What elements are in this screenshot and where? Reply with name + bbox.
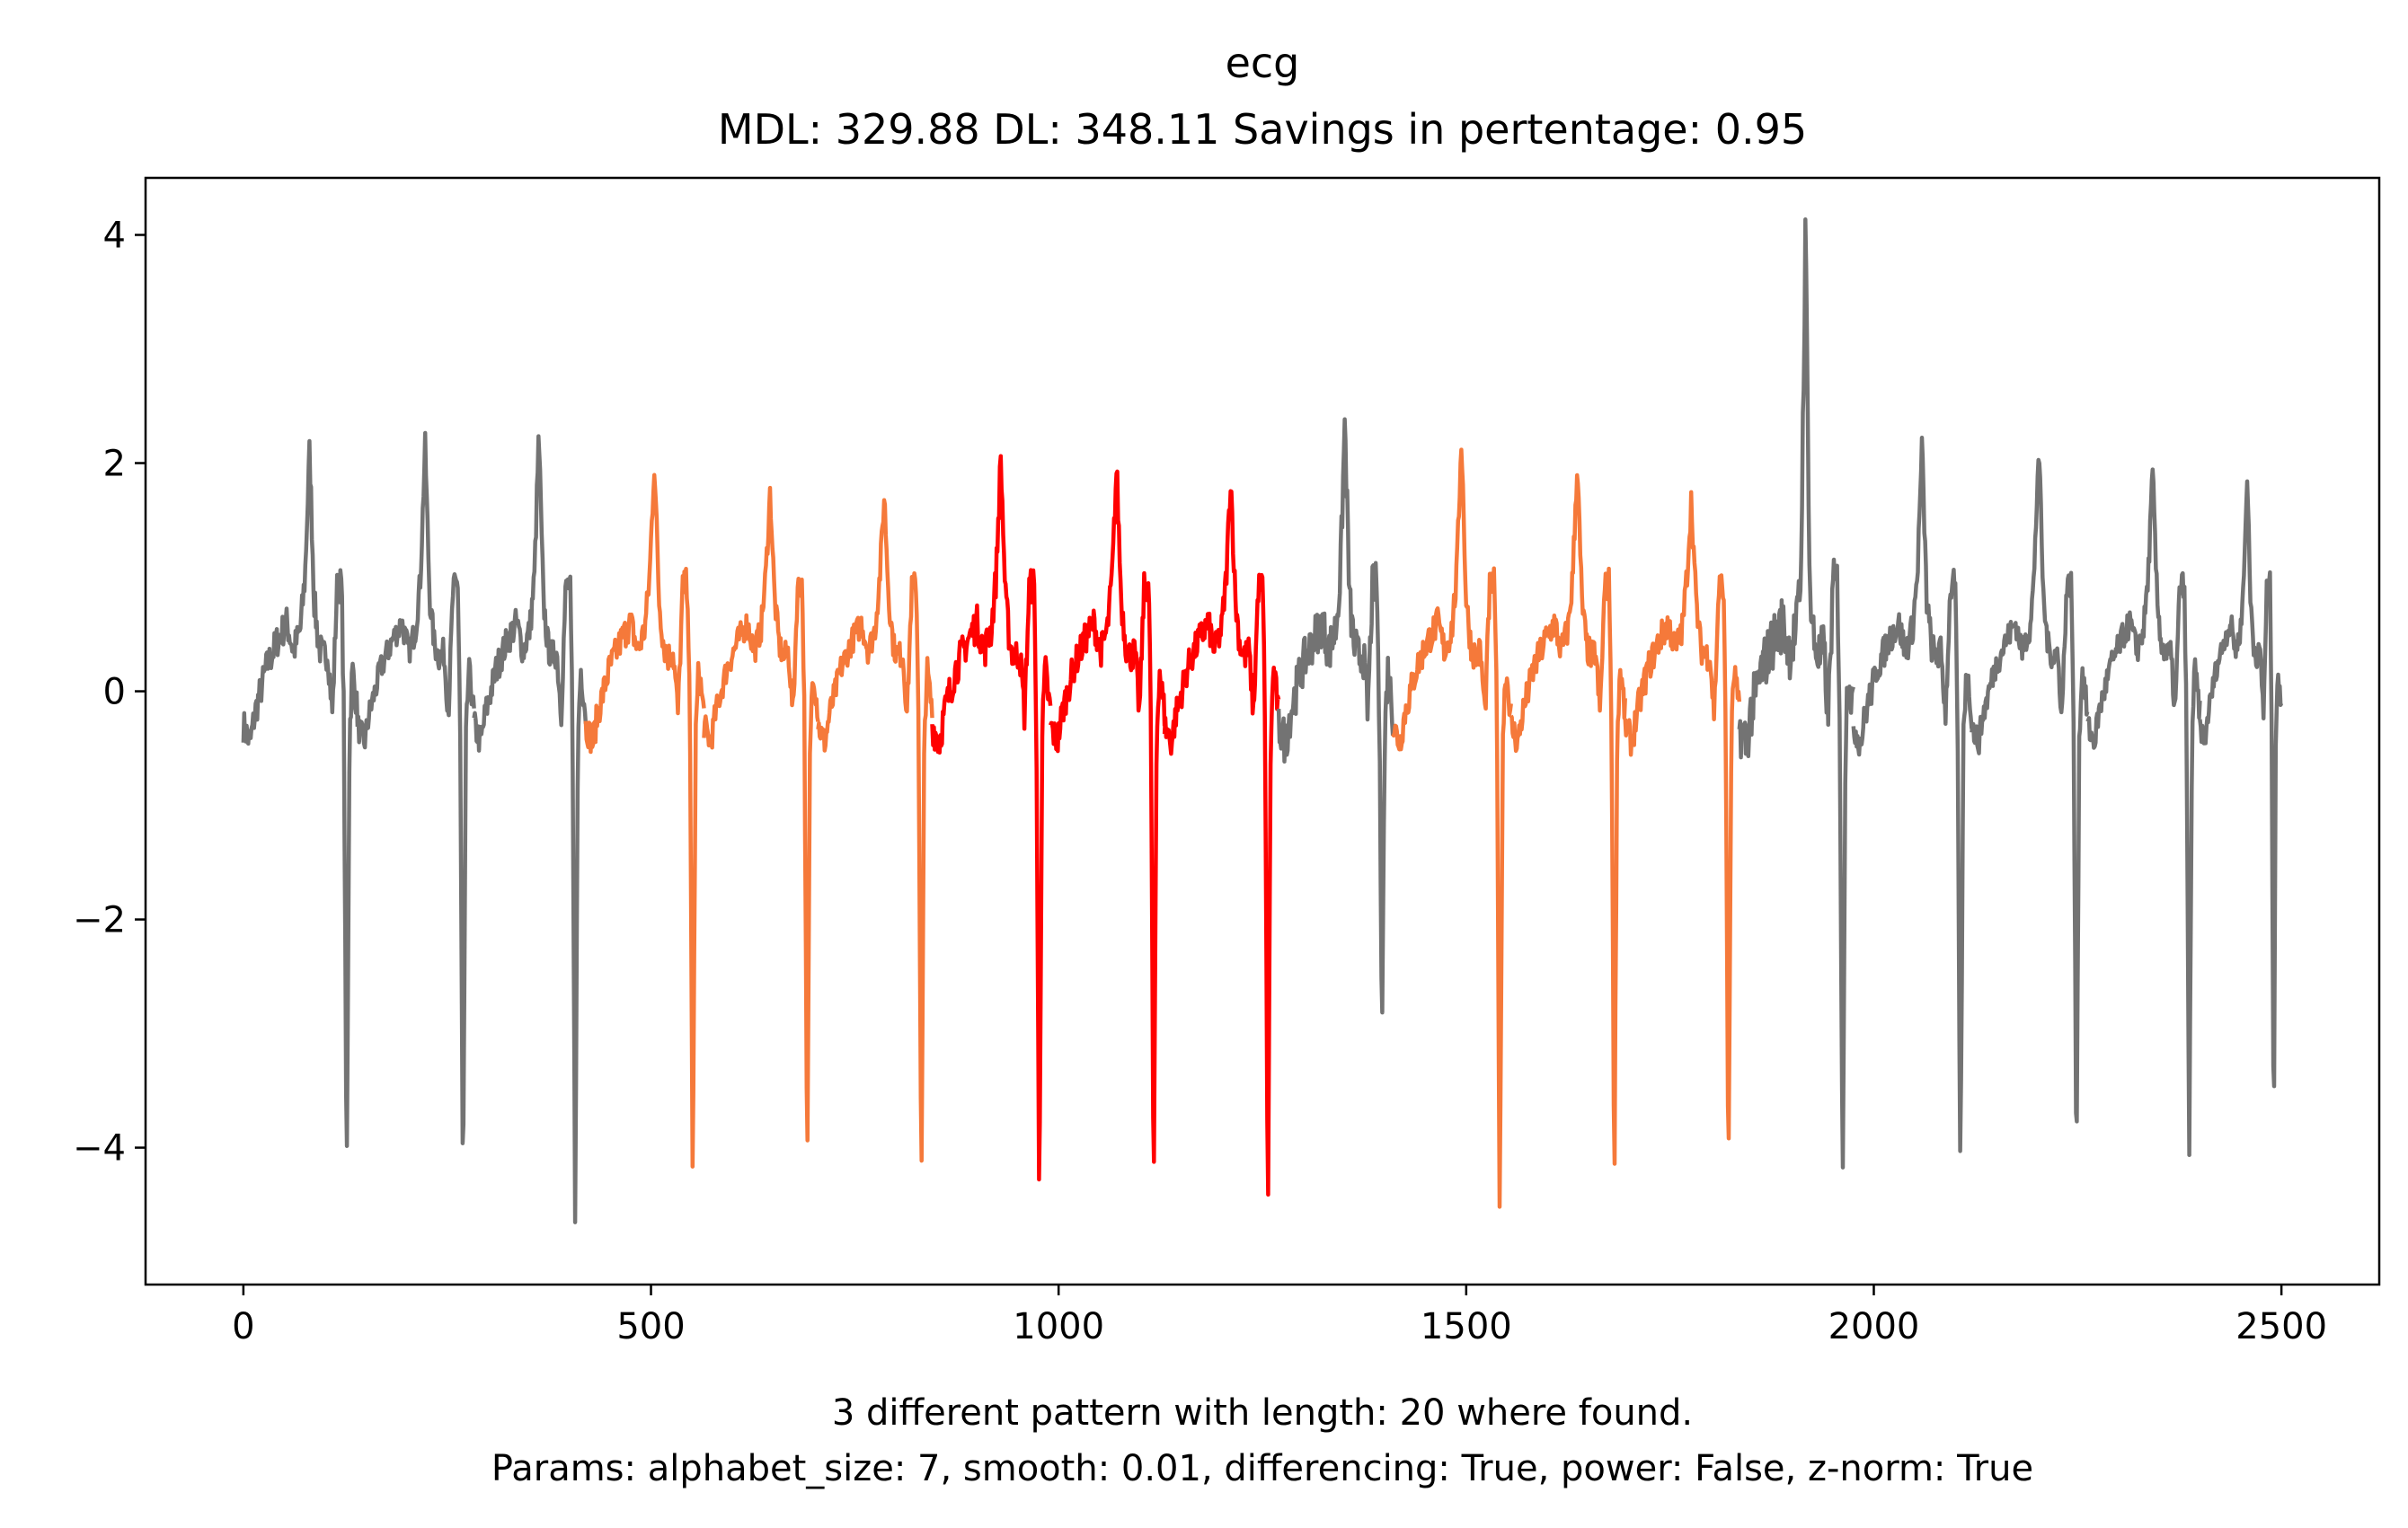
series-segment-pattern_red-8 xyxy=(1162,489,1281,1197)
series-segment-pattern_orange-4 xyxy=(702,485,820,1143)
y-tick-label: 4 xyxy=(103,216,126,257)
series-segment-pattern_orange-12 xyxy=(1623,490,1742,1141)
x-axis-label-line2: Params: alphabet_size: 7, smooth: 0.01, … xyxy=(491,1448,2033,1489)
y-tick-label: 0 xyxy=(103,672,126,713)
series-segment-base-16 xyxy=(2085,467,2202,1158)
axis-layer: 0 500 1000 1500 2000 2500 4 2 0 −2 −4 xyxy=(73,216,2327,1347)
series-segment-base-14 xyxy=(1851,435,1974,1153)
series-segment-base-13 xyxy=(1737,216,1855,1170)
x-tick-label: 1500 xyxy=(1421,1306,1512,1347)
series-segment-pattern_orange-10 xyxy=(1391,447,1513,1209)
series-segment-pattern_orange-3 xyxy=(583,473,706,1169)
x-tick-label: 500 xyxy=(616,1306,685,1347)
x-tick-label: 1000 xyxy=(1013,1306,1104,1347)
y-tick-label: 2 xyxy=(103,444,126,485)
series-segment-base-17 xyxy=(2198,479,2284,1089)
chart-subtitle: MDL: 329.88 DL: 348.11 Savings in perten… xyxy=(718,105,1807,154)
series-layer xyxy=(241,216,2284,1224)
series-segment-pattern_red-6 xyxy=(930,454,1053,1182)
x-tick-label: 2500 xyxy=(2235,1306,2327,1347)
x-axis-label-line1: 3 different pattern with length: 20 wher… xyxy=(832,1392,1693,1434)
y-tick-label: −4 xyxy=(73,1128,126,1170)
x-tick-label: 0 xyxy=(232,1306,254,1347)
series-segment-pattern_orange-5 xyxy=(816,498,934,1163)
x-tick-label: 2000 xyxy=(1828,1306,1920,1347)
series-segment-base-9 xyxy=(1276,417,1395,1015)
series-segment-base-15 xyxy=(1970,457,2090,1124)
series-segment-base-2 xyxy=(472,434,589,1224)
series-segment-pattern_red-7 xyxy=(1048,469,1167,1164)
series-segment-base-0 xyxy=(241,438,360,1148)
plot-frame xyxy=(144,176,2381,1286)
y-tick-label: −2 xyxy=(73,900,126,941)
series-segment-pattern_orange-11 xyxy=(1509,473,1627,1166)
series-segment-base-1 xyxy=(355,430,476,1145)
chart-title: ecg xyxy=(1226,39,1300,87)
